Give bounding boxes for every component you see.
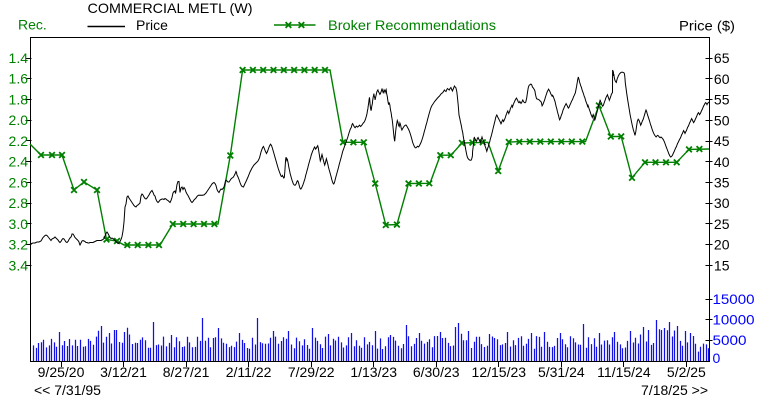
svg-text:3.2: 3.2 [9,237,29,253]
svg-text:1.8: 1.8 [9,92,29,108]
svg-text:11/15/24: 11/15/24 [597,364,651,380]
svg-text:2.0: 2.0 [9,112,29,128]
svg-text:40: 40 [714,154,730,170]
svg-text:Rec.: Rec. [18,17,47,33]
svg-text:3/12/21: 3/12/21 [100,364,147,380]
svg-text:COMMERCIAL METL (W): COMMERCIAL METL (W) [88,0,253,16]
svg-text:65: 65 [714,50,730,66]
svg-text:55: 55 [714,92,730,108]
svg-text:8/27/21: 8/27/21 [163,364,210,380]
svg-text:20: 20 [714,237,730,253]
svg-text:5/31/24: 5/31/24 [538,364,585,380]
svg-text:15: 15 [714,257,730,273]
svg-text:5/2/25: 5/2/25 [667,364,706,380]
svg-text:3.4: 3.4 [9,257,29,273]
svg-text:<< 7/31/95: << 7/31/95 [34,382,101,398]
svg-text:Price: Price [136,17,168,33]
svg-text:7/18/25 >>: 7/18/25 >> [641,382,708,398]
svg-text:Price ($): Price ($) [679,18,735,34]
svg-text:2.6: 2.6 [9,174,29,190]
svg-text:12/15/23: 12/15/23 [472,364,527,380]
svg-text:2.2: 2.2 [9,133,29,149]
svg-text:25: 25 [714,216,730,232]
svg-text:5000: 5000 [713,332,747,348]
svg-text:15000: 15000 [713,291,755,307]
svg-text:30: 30 [714,195,730,211]
svg-text:2.4: 2.4 [9,154,29,170]
svg-text:1.6: 1.6 [9,71,29,87]
svg-text:45: 45 [714,133,730,149]
svg-text:2.8: 2.8 [9,195,29,211]
svg-text:60: 60 [714,71,730,87]
svg-text:0: 0 [713,350,721,366]
svg-text:10000: 10000 [713,311,755,327]
svg-text:3.0: 3.0 [9,216,29,232]
svg-text:1.4: 1.4 [9,50,29,66]
svg-text:35: 35 [714,175,730,191]
svg-text:1/13/23: 1/13/23 [350,364,397,380]
svg-text:2/11/22: 2/11/22 [226,364,272,380]
svg-text:6/30/23: 6/30/23 [413,364,460,380]
svg-text:50: 50 [714,112,730,128]
svg-text:Broker Recommendations: Broker Recommendations [328,17,496,33]
svg-text:9/25/20: 9/25/20 [38,364,85,380]
svg-text:7/29/22: 7/29/22 [288,364,335,380]
